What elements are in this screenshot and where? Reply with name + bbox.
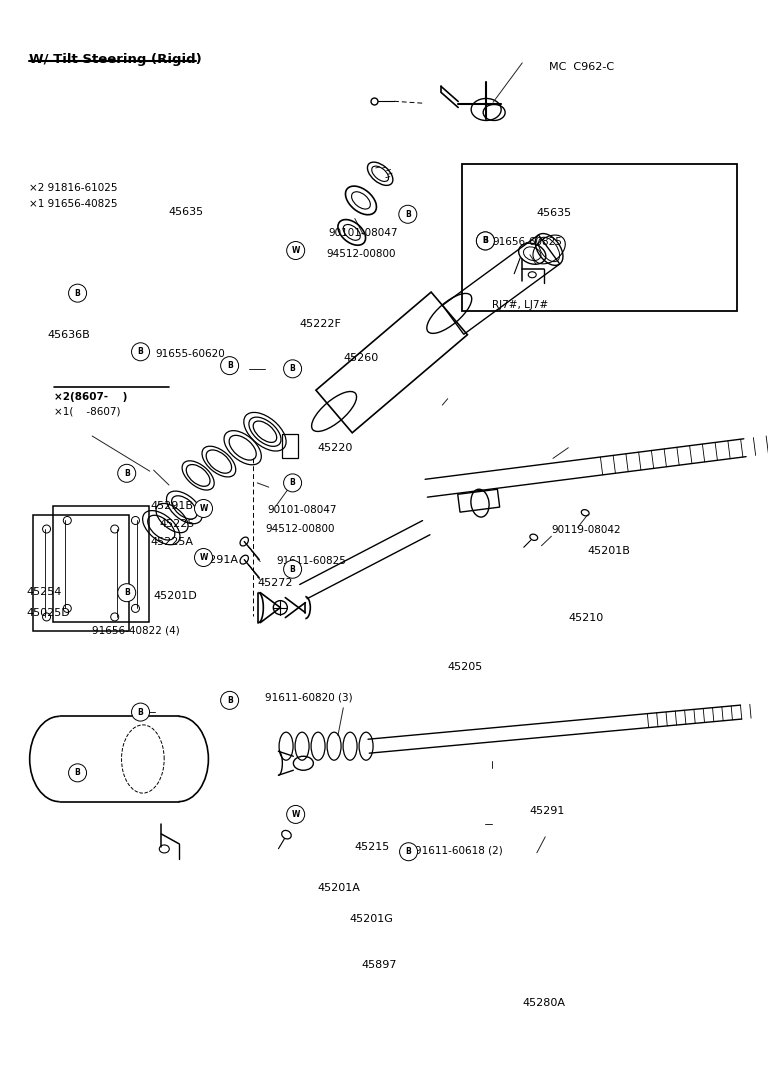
Circle shape: [118, 584, 136, 601]
Text: 45635: 45635: [168, 207, 204, 217]
Text: W: W: [292, 810, 300, 819]
Circle shape: [476, 232, 495, 249]
Circle shape: [283, 360, 302, 377]
Text: B: B: [137, 708, 144, 716]
Text: 91611-60820 (3): 91611-60820 (3): [265, 692, 353, 702]
Text: 45210: 45210: [568, 613, 604, 624]
Text: B: B: [74, 289, 81, 297]
Text: B: B: [124, 588, 130, 597]
Text: 45201A: 45201A: [317, 883, 360, 893]
Text: 94512-00800: 94512-00800: [265, 523, 334, 534]
Text: 45260: 45260: [343, 353, 379, 364]
Text: MC  C962-C: MC C962-C: [549, 62, 614, 72]
Text: 45291B: 45291B: [151, 501, 194, 512]
Text: B: B: [405, 210, 411, 219]
Circle shape: [286, 806, 305, 823]
Circle shape: [283, 561, 302, 578]
Text: ×1 91656-40825: ×1 91656-40825: [29, 198, 118, 209]
Text: 45225: 45225: [159, 519, 194, 530]
Text: 45201D: 45201D: [154, 591, 197, 601]
Text: 90119-08042: 90119-08042: [551, 524, 621, 535]
Bar: [462, 164, 737, 311]
Text: B: B: [137, 348, 144, 356]
Text: B: B: [227, 696, 233, 705]
Text: W: W: [200, 553, 207, 562]
Circle shape: [399, 843, 418, 860]
Text: 94512-00800: 94512-00800: [326, 248, 396, 259]
Text: 45222F: 45222F: [300, 319, 342, 329]
Text: B: B: [124, 469, 130, 478]
Circle shape: [286, 242, 305, 259]
Text: 45897: 45897: [361, 959, 396, 970]
Text: 91655-60620: 91655-60620: [155, 349, 225, 359]
Text: ×1(    -8607): ×1( -8607): [54, 406, 121, 417]
Circle shape: [220, 357, 239, 374]
Bar: [458, 489, 500, 512]
Text: B: B: [482, 237, 488, 245]
Text: 91656-60825: 91656-60825: [492, 237, 562, 247]
Text: B: B: [290, 565, 296, 574]
Circle shape: [476, 232, 495, 249]
Text: 90101-08047: 90101-08047: [329, 228, 398, 239]
Text: 45280A: 45280A: [522, 998, 565, 1008]
Text: 45025D: 45025D: [27, 608, 71, 618]
Circle shape: [131, 343, 150, 360]
Bar: [283, 434, 298, 457]
Text: 45254: 45254: [27, 586, 62, 597]
Text: 45635: 45635: [537, 208, 572, 219]
Text: 45225A: 45225A: [151, 536, 194, 547]
Text: ×2 91816-61025: ×2 91816-61025: [29, 182, 118, 193]
Text: 45201G: 45201G: [349, 914, 393, 924]
Circle shape: [68, 764, 87, 781]
Circle shape: [194, 549, 213, 566]
Text: 91611-60825: 91611-60825: [276, 555, 346, 566]
Text: 45220: 45220: [317, 442, 353, 453]
Circle shape: [131, 704, 150, 721]
Text: 45215: 45215: [355, 842, 390, 853]
Text: 45636B: 45636B: [48, 329, 91, 340]
Text: B: B: [290, 365, 296, 373]
Text: 45205: 45205: [448, 662, 483, 673]
Text: B: B: [482, 237, 488, 245]
Text: W: W: [292, 246, 300, 255]
Text: B: B: [290, 479, 296, 487]
Text: 91611-60618 (2): 91611-60618 (2): [415, 845, 502, 856]
Text: W: W: [200, 504, 207, 513]
Circle shape: [68, 285, 87, 302]
Text: 45201B: 45201B: [588, 546, 631, 556]
Text: 91656-40822 (4): 91656-40822 (4): [92, 625, 180, 635]
Circle shape: [194, 500, 213, 517]
Text: 45291A: 45291A: [196, 554, 239, 565]
Circle shape: [220, 692, 239, 709]
Text: W/ Tilt Steering (Rigid): W/ Tilt Steering (Rigid): [29, 53, 202, 66]
Text: RJ7#, LJ7#: RJ7#, LJ7#: [492, 300, 548, 310]
Text: B: B: [406, 847, 412, 856]
Text: B: B: [74, 769, 81, 777]
Text: 45272: 45272: [257, 578, 293, 588]
Text: 45291: 45291: [530, 806, 565, 817]
Text: ×2(8607-    ): ×2(8607- ): [54, 391, 127, 402]
Circle shape: [118, 465, 136, 482]
Text: 90101-08047: 90101-08047: [267, 504, 336, 515]
Circle shape: [399, 206, 417, 223]
Text: B: B: [227, 361, 233, 370]
Circle shape: [283, 474, 302, 491]
